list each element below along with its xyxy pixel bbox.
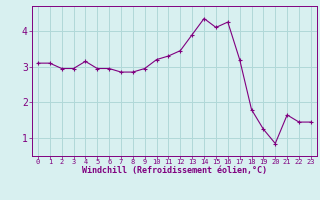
- X-axis label: Windchill (Refroidissement éolien,°C): Windchill (Refroidissement éolien,°C): [82, 166, 267, 175]
